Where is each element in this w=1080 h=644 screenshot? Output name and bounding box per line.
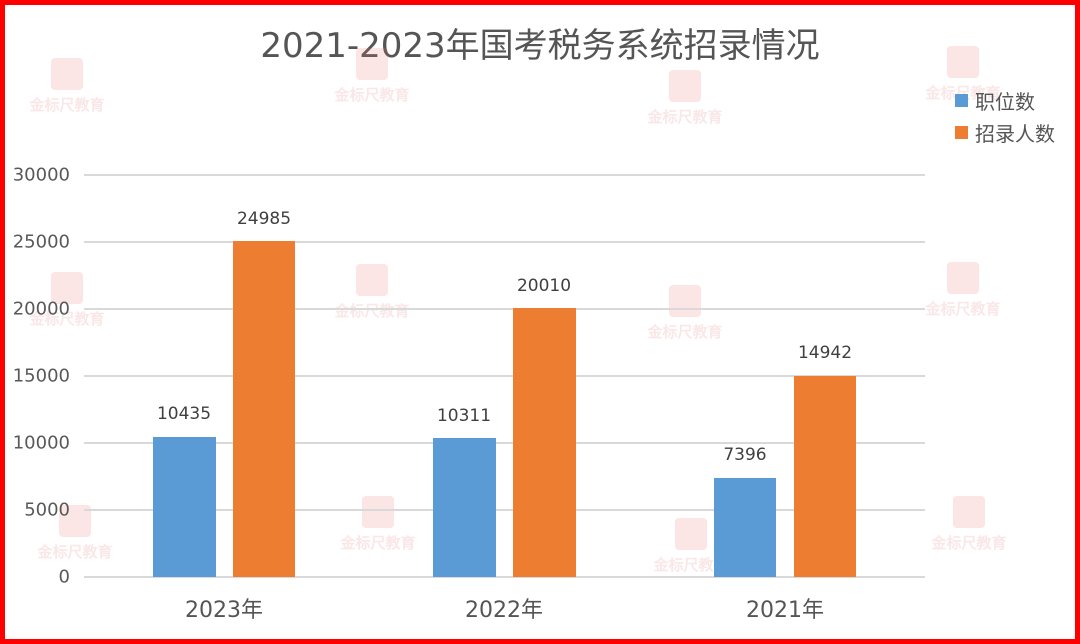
- y-tick: 10000: [12, 432, 70, 454]
- watermark-logo-icon: [356, 48, 388, 80]
- legend-label: 招录人数: [975, 121, 1055, 146]
- watermark: 金标尺教育: [646, 518, 736, 575]
- data-label: 14942: [797, 343, 853, 363]
- watermark: 金标尺教育: [22, 272, 112, 329]
- gridline: [84, 375, 925, 377]
- watermark: 金标尺教育: [640, 285, 730, 342]
- gridline: [84, 174, 925, 176]
- bar-2022-positions[interactable]: [433, 438, 496, 577]
- watermark-logo-icon: [947, 262, 979, 294]
- gridline: [84, 442, 925, 444]
- x-axis-line: [84, 576, 925, 578]
- y-tick: 30000: [12, 164, 70, 186]
- legend-swatch-orange-icon: [955, 125, 968, 139]
- gridline: [84, 308, 925, 310]
- watermark-logo-icon: [669, 70, 701, 102]
- watermark-logo-icon: [51, 272, 83, 304]
- x-tick: 2021年: [746, 598, 824, 623]
- bar-2023-positions[interactable]: [153, 437, 216, 577]
- legend-item-positions[interactable]: 职位数: [955, 84, 1055, 116]
- watermark-logo-icon: [362, 496, 394, 528]
- bar-2021-positions[interactable]: [714, 478, 776, 577]
- chart-title: 2021-2023年国考税务系统招录情况: [260, 26, 820, 66]
- watermark: 金标尺教育: [924, 496, 1014, 553]
- watermark: 金标尺教育: [333, 496, 423, 553]
- watermark-logo-icon: [51, 58, 83, 90]
- legend-label: 职位数: [975, 89, 1035, 114]
- data-label: 24985: [236, 209, 292, 229]
- watermark: 金标尺教育: [327, 48, 417, 105]
- watermark: 金标尺教育: [22, 58, 112, 115]
- legend-swatch-blue-icon: [955, 93, 968, 107]
- data-label: 20010: [516, 276, 572, 296]
- gridline: [84, 509, 925, 511]
- plot-area: 10435 24985 10311 20010 7396 14942: [84, 174, 925, 578]
- watermark-logo-icon: [947, 46, 979, 78]
- legend-item-recruits[interactable]: 招录人数: [955, 116, 1055, 148]
- x-tick: 2023年: [185, 598, 263, 623]
- watermark-logo-icon: [356, 264, 388, 296]
- watermark: 金标尺教育: [918, 46, 1008, 103]
- y-tick: 5000: [24, 499, 70, 521]
- watermark: 金标尺教育: [640, 70, 730, 127]
- y-tick: 15000: [12, 365, 70, 387]
- bar-2021-recruits[interactable]: [794, 376, 856, 577]
- y-tick: 0: [58, 566, 70, 588]
- watermark: 金标尺教育: [918, 262, 1008, 319]
- bar-2022-recruits[interactable]: [513, 308, 576, 577]
- legend: 职位数 招录人数: [955, 84, 1055, 148]
- data-label: 7396: [723, 445, 767, 465]
- bar-2023-recruits[interactable]: [233, 241, 295, 577]
- y-tick: 20000: [12, 298, 70, 320]
- data-label: 10311: [436, 406, 492, 426]
- data-label: 10435: [156, 404, 212, 424]
- watermark: 金标尺教育: [327, 264, 417, 321]
- y-tick: 25000: [12, 231, 70, 253]
- x-tick: 2022年: [465, 598, 543, 623]
- watermark-logo-icon: [675, 518, 707, 550]
- watermark-logo-icon: [669, 285, 701, 317]
- watermark-logo-icon: [953, 496, 985, 528]
- watermark: 金标尺教育: [30, 505, 120, 562]
- gridline: [84, 241, 925, 243]
